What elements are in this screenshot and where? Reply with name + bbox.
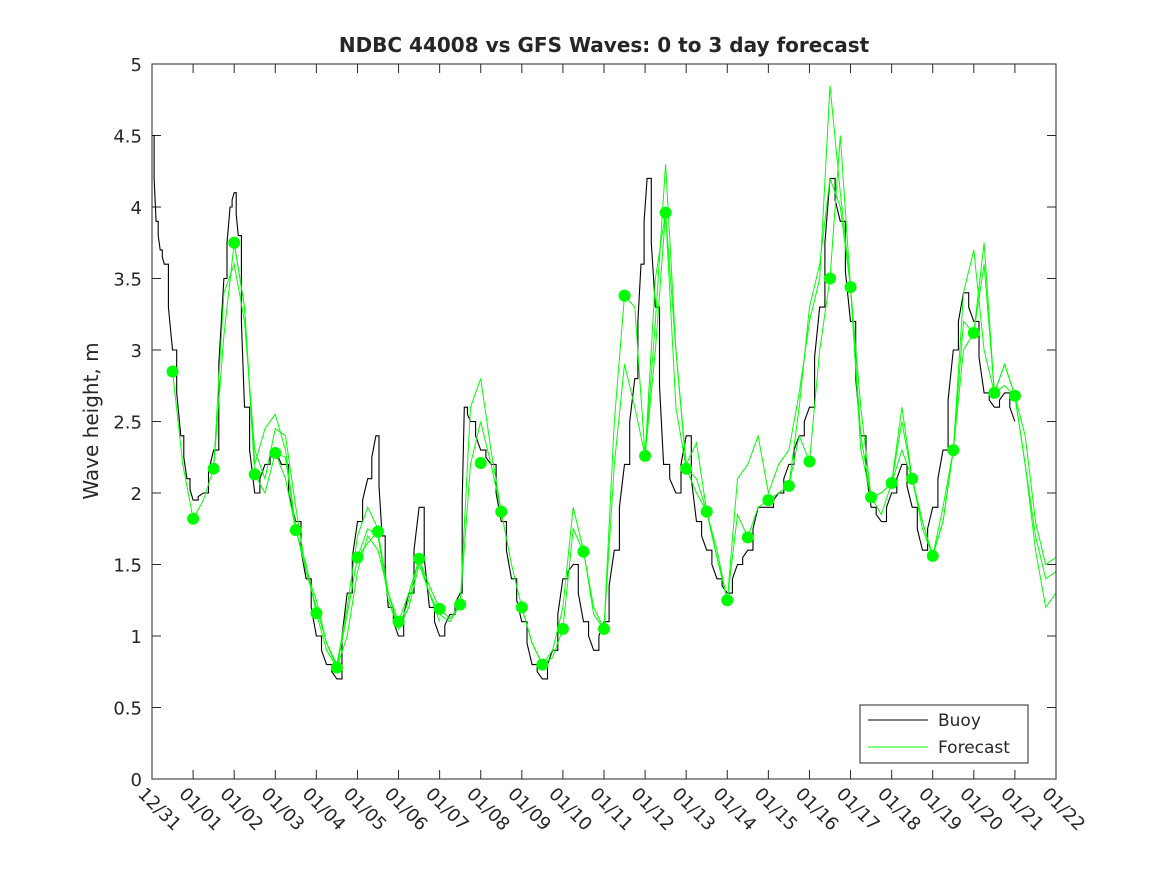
x-tick-label: 01/12 bbox=[627, 784, 679, 836]
forecast-point bbox=[659, 206, 672, 219]
x-tick-label: 01/18 bbox=[873, 784, 925, 836]
forecast-point bbox=[598, 622, 610, 635]
x-tick-label: 01/07 bbox=[421, 784, 473, 836]
axis-ticks bbox=[151, 63, 1057, 780]
forecast-point bbox=[228, 236, 241, 249]
x-tick-label: 01/14 bbox=[709, 784, 761, 836]
x-tick-label: 01/20 bbox=[955, 784, 1007, 836]
y-tick-label: 5 bbox=[131, 55, 142, 76]
x-tick-label: 01/08 bbox=[462, 784, 514, 836]
forecast-point bbox=[289, 524, 302, 537]
forecast-point bbox=[413, 552, 426, 565]
buoy-series-line bbox=[152, 134, 1016, 680]
forecast-point bbox=[782, 479, 795, 492]
forecast-point bbox=[844, 281, 857, 294]
y-tick-label: 3.5 bbox=[113, 270, 142, 291]
forecast-point bbox=[947, 444, 960, 457]
forecast-point bbox=[330, 661, 343, 674]
x-tick-label: 12/31 bbox=[133, 784, 185, 836]
forecast-run-line-6 bbox=[521, 85, 892, 666]
forecast-run-line-1 bbox=[172, 242, 297, 531]
x-tick-label: 01/09 bbox=[503, 784, 555, 836]
y-tick-label: 0.5 bbox=[113, 699, 142, 720]
x-tick-label: 01/04 bbox=[298, 784, 350, 836]
x-tick-label: 01/19 bbox=[914, 784, 966, 836]
y-tick-label: 1.5 bbox=[113, 556, 142, 577]
x-tick-label: 01/10 bbox=[544, 784, 596, 836]
forecast-point bbox=[392, 615, 405, 628]
forecast-point bbox=[988, 386, 1001, 399]
x-tick-label: 01/05 bbox=[339, 784, 391, 836]
forecast-point bbox=[351, 551, 364, 564]
y-tick-label: 3 bbox=[131, 341, 142, 362]
forecast-point bbox=[721, 594, 734, 607]
forecast-point bbox=[1008, 389, 1021, 402]
forecast-point bbox=[906, 472, 919, 485]
x-tick-label: 01/01 bbox=[175, 784, 227, 836]
y-tick-label: 0 bbox=[131, 770, 142, 791]
x-tick-label: 01/21 bbox=[996, 784, 1048, 836]
forecast-point bbox=[885, 476, 898, 489]
forecast-point bbox=[495, 505, 508, 518]
forecast-point bbox=[741, 531, 754, 544]
x-tick-label: 01/15 bbox=[750, 784, 802, 836]
forecast-run-line-2 bbox=[213, 262, 379, 667]
forecast-point bbox=[926, 549, 939, 562]
forecast-point bbox=[187, 512, 200, 525]
y-tick-label: 4 bbox=[131, 198, 142, 219]
forecast-point bbox=[967, 326, 980, 339]
forecast-point bbox=[536, 658, 549, 671]
x-tick-label: 01/17 bbox=[832, 784, 884, 836]
legend-forecast-label: Forecast bbox=[938, 738, 1010, 758]
forecast-point bbox=[556, 622, 569, 635]
y-tick-label: 1 bbox=[131, 627, 142, 648]
x-tick-label: 01/02 bbox=[216, 784, 268, 836]
chart-title: NDBC 44008 vs GFS Waves: 0 to 3 day fore… bbox=[339, 33, 870, 57]
x-tick-label: 01/03 bbox=[257, 784, 309, 836]
x-tick-label: 01/22 bbox=[1037, 784, 1089, 836]
legend-box bbox=[859, 704, 1029, 764]
forecast-point bbox=[824, 272, 836, 285]
plot-area-frame bbox=[151, 63, 1057, 780]
x-tick-label: 01/13 bbox=[668, 784, 720, 836]
forecast-point bbox=[639, 449, 652, 462]
forecast-point bbox=[248, 468, 261, 481]
legend-buoy-label: Buoy bbox=[938, 711, 981, 731]
forecast-point bbox=[372, 525, 384, 538]
forecast-point bbox=[803, 455, 816, 468]
forecast-point bbox=[515, 601, 528, 614]
y-tick-label: 4.5 bbox=[113, 127, 142, 148]
forecast-point bbox=[433, 602, 446, 615]
y-tick-label: 2 bbox=[131, 484, 142, 505]
forecast-point bbox=[680, 462, 693, 475]
legend: Buoy Forecast bbox=[859, 704, 1029, 764]
forecast-point bbox=[762, 494, 775, 507]
forecast-point bbox=[577, 545, 590, 558]
forecast-point bbox=[207, 462, 220, 475]
forecast-run-line-8 bbox=[768, 135, 1057, 566]
forecast-point bbox=[310, 607, 323, 620]
forecast-run-line-4 bbox=[274, 421, 502, 669]
forecast-point bbox=[454, 598, 467, 611]
plot-series bbox=[152, 85, 1057, 680]
forecast-point bbox=[618, 289, 631, 302]
x-tick-label: 01/11 bbox=[585, 784, 637, 836]
forecast-point bbox=[474, 456, 487, 469]
forecast-point bbox=[166, 365, 179, 378]
forecast-point bbox=[269, 446, 282, 459]
forecast-run-line-3 bbox=[233, 242, 441, 669]
x-tick-label: 01/16 bbox=[791, 784, 843, 836]
y-axis-label: Wave height, m bbox=[79, 342, 103, 499]
y-tick-label: 2.5 bbox=[113, 413, 142, 434]
forecast-point bbox=[865, 491, 878, 504]
x-tick-label: 01/06 bbox=[380, 784, 432, 836]
forecast-point bbox=[700, 505, 713, 518]
forecast-run-line-9 bbox=[891, 264, 1057, 580]
